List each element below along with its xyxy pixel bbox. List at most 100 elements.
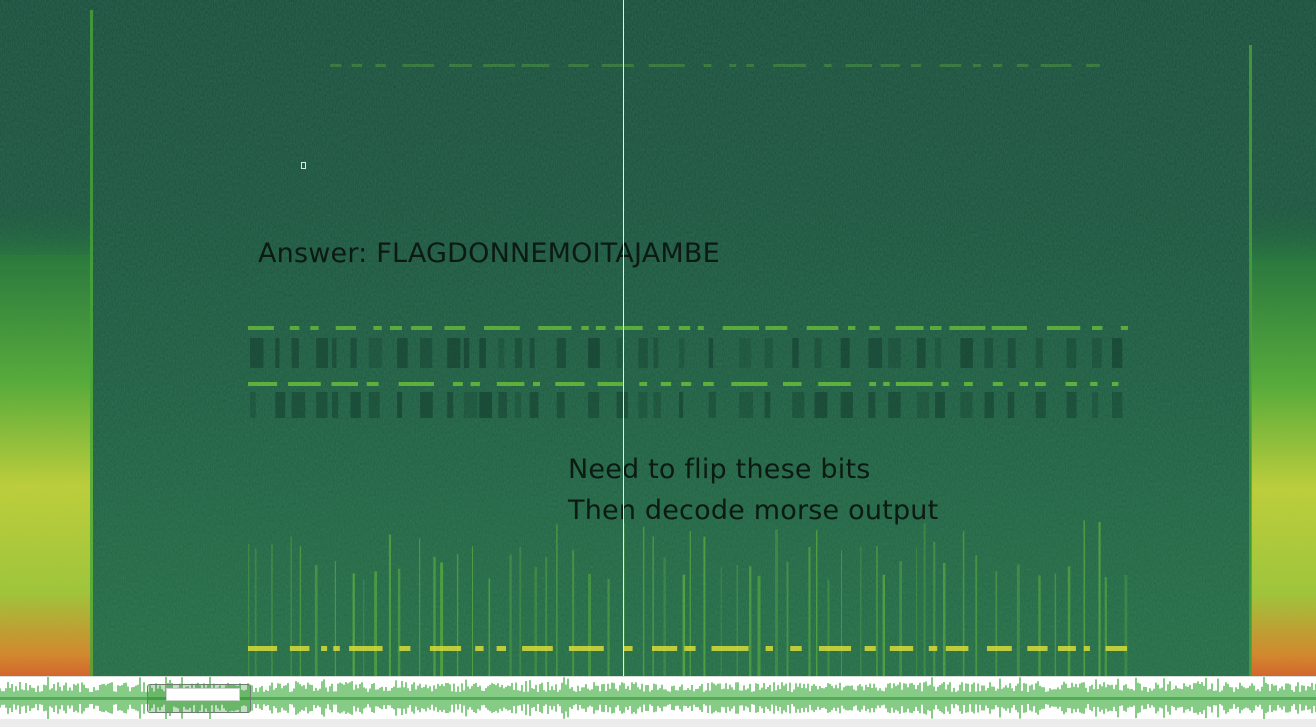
click-streak [1054, 573, 1057, 676]
morse-shadow [529, 392, 539, 418]
morse-dash [581, 326, 589, 330]
click-streak [352, 573, 355, 676]
morse-shadow [868, 338, 883, 368]
morse-dash [991, 326, 1027, 330]
morse-shadow [291, 392, 306, 418]
answer-annotation: Answer: FLAGDONNEMOITAJAMBE [258, 238, 720, 269]
morse-shadow [350, 338, 357, 368]
click-streak [556, 524, 558, 676]
click-streak [488, 578, 491, 676]
click-streak [995, 571, 998, 676]
morse-shadow [250, 392, 256, 418]
morse-shadow [764, 338, 773, 368]
click-streak [943, 563, 946, 676]
morse-shadow [275, 338, 280, 368]
tone-dash [399, 646, 411, 651]
morse-shadow [1035, 338, 1043, 368]
morse-dash [470, 382, 480, 386]
playhead-line[interactable] [623, 0, 624, 676]
tone-dash [349, 646, 383, 651]
click-streak [509, 554, 512, 676]
click-streak [363, 579, 365, 676]
morse-shadow [463, 338, 470, 368]
morse-shadow [616, 392, 628, 418]
morse-dash [681, 382, 692, 386]
spectrogram-view[interactable]: Answer: FLAGDONNEMOITAJAMBE Need to flip… [0, 0, 1316, 676]
morse-shadow [350, 392, 361, 418]
waveform-canvas [0, 677, 1316, 720]
click-streak [689, 530, 691, 676]
waveform-centerline [0, 697, 1316, 700]
click-streak [248, 543, 250, 676]
waveform-overview[interactable] [0, 676, 1316, 720]
right-signal-fade [1251, 200, 1316, 270]
morse-dash [697, 326, 704, 330]
morse-dash [992, 382, 1003, 386]
right-signal-band [1251, 260, 1316, 676]
morse-tone-row-2 [248, 382, 1119, 386]
click-streak [1124, 574, 1128, 676]
morse-shadow [840, 392, 853, 418]
morse-dash [444, 326, 466, 330]
click-streak [757, 575, 761, 676]
tone-dash [945, 646, 969, 651]
click-streak [923, 523, 926, 676]
morse-shadow [1035, 392, 1046, 418]
morse-dash [660, 382, 672, 386]
morse-dash [658, 326, 670, 330]
click-streak [703, 536, 706, 676]
morse-dash [765, 326, 788, 330]
faint-tone-dash [330, 64, 342, 67]
click-streak [545, 556, 548, 676]
morse-shadow [840, 338, 850, 368]
morse-dash [289, 326, 300, 330]
tone-dash [568, 646, 604, 651]
click-streak [1038, 575, 1041, 676]
morse-dash [597, 382, 623, 386]
click-streak [827, 579, 830, 676]
tone-dash [1105, 646, 1128, 651]
tone-dash [928, 646, 938, 651]
click-streak [271, 544, 273, 676]
faint-tone-dash [746, 64, 755, 67]
morse-shadow [1066, 338, 1077, 368]
morse-shadow [653, 338, 659, 368]
morse-shadow [935, 392, 945, 418]
click-streak [1104, 577, 1107, 676]
morse-dash [538, 326, 572, 330]
morse-dash [390, 326, 402, 330]
morse-dash [895, 382, 933, 386]
click-streak [519, 546, 522, 676]
spectrogram-canvas [0, 0, 1316, 676]
morse-dash [288, 382, 321, 386]
morse-shadow [960, 392, 973, 418]
morse-dash [614, 326, 643, 330]
morse-shadow [420, 338, 433, 368]
tone-dash [684, 646, 696, 651]
morse-dash [1090, 382, 1098, 386]
click-streak [388, 534, 391, 676]
morse-shadow [708, 338, 714, 368]
click-streak [882, 574, 885, 676]
click-streak [899, 560, 902, 676]
morse-shadow [708, 392, 716, 418]
click-streak [1083, 520, 1086, 676]
viewport-handle[interactable] [166, 688, 240, 701]
morse-shadow [984, 338, 994, 368]
faint-tone-dash [729, 64, 737, 67]
morse-shadow [397, 392, 403, 418]
faint-tone-dash [402, 64, 435, 67]
bottom-scrollbar-track[interactable] [0, 719, 1316, 727]
morse-shadow [739, 392, 753, 418]
tone-dash [1057, 646, 1076, 651]
click-streak [720, 567, 722, 676]
morse-dash [1111, 382, 1119, 386]
morse-shadow [316, 392, 328, 418]
click-streak [749, 566, 752, 676]
viewport-selection[interactable] [147, 684, 251, 713]
morse-shadow [1092, 392, 1099, 418]
click-streak [916, 548, 918, 676]
click-streak [736, 565, 738, 676]
click-streak [786, 561, 789, 676]
morse-dash [1035, 382, 1046, 386]
